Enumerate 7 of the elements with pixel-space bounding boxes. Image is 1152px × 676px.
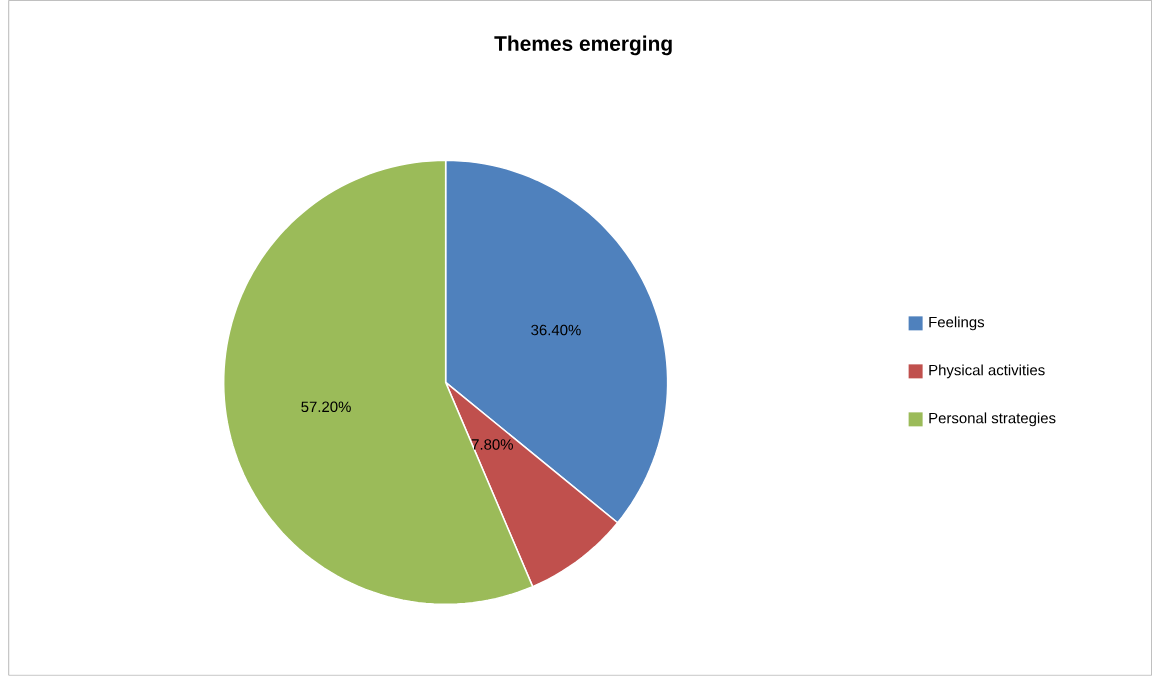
chart-title: Themes emerging bbox=[494, 35, 672, 56]
data-label: 7.80% bbox=[471, 439, 513, 450]
legend-label: Physical activities bbox=[929, 364, 1045, 379]
data-label: 36.40% bbox=[531, 324, 581, 336]
legend-label: Personal strategies bbox=[929, 412, 1056, 427]
data-label: 57.20% bbox=[301, 401, 351, 413]
legend-label: Feelings bbox=[929, 316, 985, 331]
